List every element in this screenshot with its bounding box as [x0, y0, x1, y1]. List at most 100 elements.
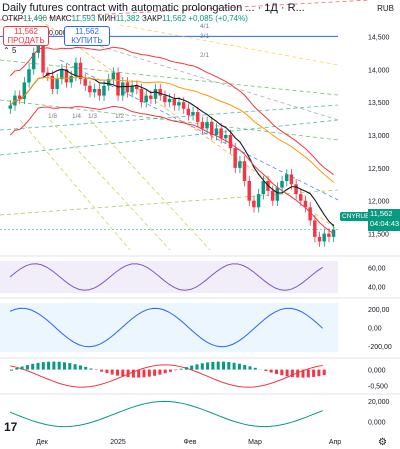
candle: [144, 95, 148, 103]
macd-bar: [137, 369, 141, 378]
close-value: 11,562: [162, 14, 187, 23]
macd-bar: [147, 369, 151, 377]
indicator-axis-label: 20,000: [368, 399, 390, 406]
macd-bar: [57, 361, 61, 370]
candle: [228, 135, 233, 149]
macd-bar: [211, 361, 215, 370]
fib-label: 1/2: [115, 113, 124, 120]
candle: [125, 82, 130, 93]
candle: [102, 85, 106, 96]
fib-label: 1/8: [48, 113, 57, 120]
indicator-axis-label: 0,000: [368, 420, 386, 427]
macd-bar: [158, 369, 162, 375]
collapse-indicators-button[interactable]: ⌃ 5: [3, 46, 16, 55]
indicator-axis-label: 40,00: [368, 285, 386, 292]
macd-bar: [306, 369, 310, 378]
candle: [120, 82, 125, 96]
slow-average-line: [9, 76, 334, 183]
candle: [22, 82, 27, 99]
candle: [327, 233, 331, 237]
candle: [181, 102, 186, 109]
candle: [209, 121, 214, 135]
price-axis-label: 14,500: [368, 34, 390, 41]
indicator-axis-label: 60,00: [368, 266, 386, 273]
candle: [17, 95, 22, 99]
macd-bar: [285, 369, 289, 377]
open-label: ОТКР: [2, 14, 24, 23]
macd-bar: [131, 369, 135, 378]
candle: [303, 200, 308, 208]
candle: [97, 89, 102, 96]
macd-bar: [322, 369, 326, 376]
candle: [256, 194, 261, 208]
candle: [55, 79, 59, 89]
candle: [233, 148, 237, 168]
chart-title: Daily futures contract with automatic pr…: [2, 2, 305, 14]
candle: [294, 184, 298, 195]
indicator-axis-label: 200,00: [368, 307, 390, 314]
candle: [280, 181, 284, 188]
candle: [92, 89, 97, 93]
candle: [27, 69, 31, 83]
buy-button[interactable]: 11,562 КУПИТЬ: [64, 26, 110, 46]
macd-bar: [253, 367, 257, 370]
macd-bar: [110, 369, 114, 375]
price-axis-label: 13,500: [368, 100, 390, 107]
candle: [205, 121, 209, 129]
fib-label: 4/1: [200, 23, 209, 30]
candle: [130, 85, 134, 93]
candle: [78, 62, 83, 80]
macd-bar: [301, 369, 305, 378]
candle: [139, 89, 144, 103]
candle: [31, 52, 36, 70]
spread-value: 0,000: [49, 30, 67, 37]
macd-bar: [195, 364, 199, 370]
macd-bar: [116, 369, 119, 376]
macd-bar: [169, 369, 172, 372]
fan-line: [0, 104, 339, 131]
fan-line: [119, 24, 339, 66]
gear-icon[interactable]: ⚙: [378, 437, 387, 448]
macd-bar: [153, 369, 157, 376]
candle: [69, 75, 73, 83]
low-label: МИН: [97, 14, 116, 23]
indicator-band: [0, 261, 338, 293]
candle: [153, 89, 158, 99]
buy-price: 11,562: [75, 27, 99, 36]
fan-line: [19, 119, 131, 251]
macd-bar: [248, 366, 252, 370]
macd-bar: [84, 366, 88, 370]
close-label: ЗАКР: [142, 14, 163, 23]
candle: [195, 112, 200, 122]
macd-bar: [222, 361, 225, 370]
candle: [163, 95, 167, 103]
macd-bar: [105, 369, 109, 374]
macd-bar: [206, 362, 210, 370]
candle: [238, 161, 242, 168]
macd-bar: [47, 361, 51, 370]
macd-bar: [121, 369, 125, 377]
macd-bar: [68, 363, 72, 370]
macd-bar: [290, 369, 294, 377]
fan-line: [89, 119, 211, 251]
sell-price: 11,562: [14, 27, 38, 36]
time-axis-label: 2025: [110, 439, 126, 446]
price-axis-label: 13,000: [368, 133, 390, 140]
time-axis-label: Апр: [329, 439, 341, 446]
low-value: 11,382: [115, 14, 140, 23]
candle: [299, 194, 303, 201]
sell-button[interactable]: 11,562 ПРОДАТЬ: [3, 26, 49, 46]
macd-bar: [73, 364, 77, 370]
macd-bar: [237, 363, 241, 370]
macd-bar: [227, 362, 231, 370]
change-value: +0,085 (+0,74%): [188, 14, 248, 23]
high-value: 11,593: [71, 14, 96, 23]
macd-bar: [269, 369, 273, 373]
indicator-axis-label: -200,00: [368, 344, 392, 351]
indicator-axis-label: -0,500: [368, 384, 388, 391]
candle: [74, 62, 78, 76]
candle: [219, 128, 223, 139]
upper-band-line: [9, 46, 334, 176]
fan-line: [49, 119, 171, 251]
